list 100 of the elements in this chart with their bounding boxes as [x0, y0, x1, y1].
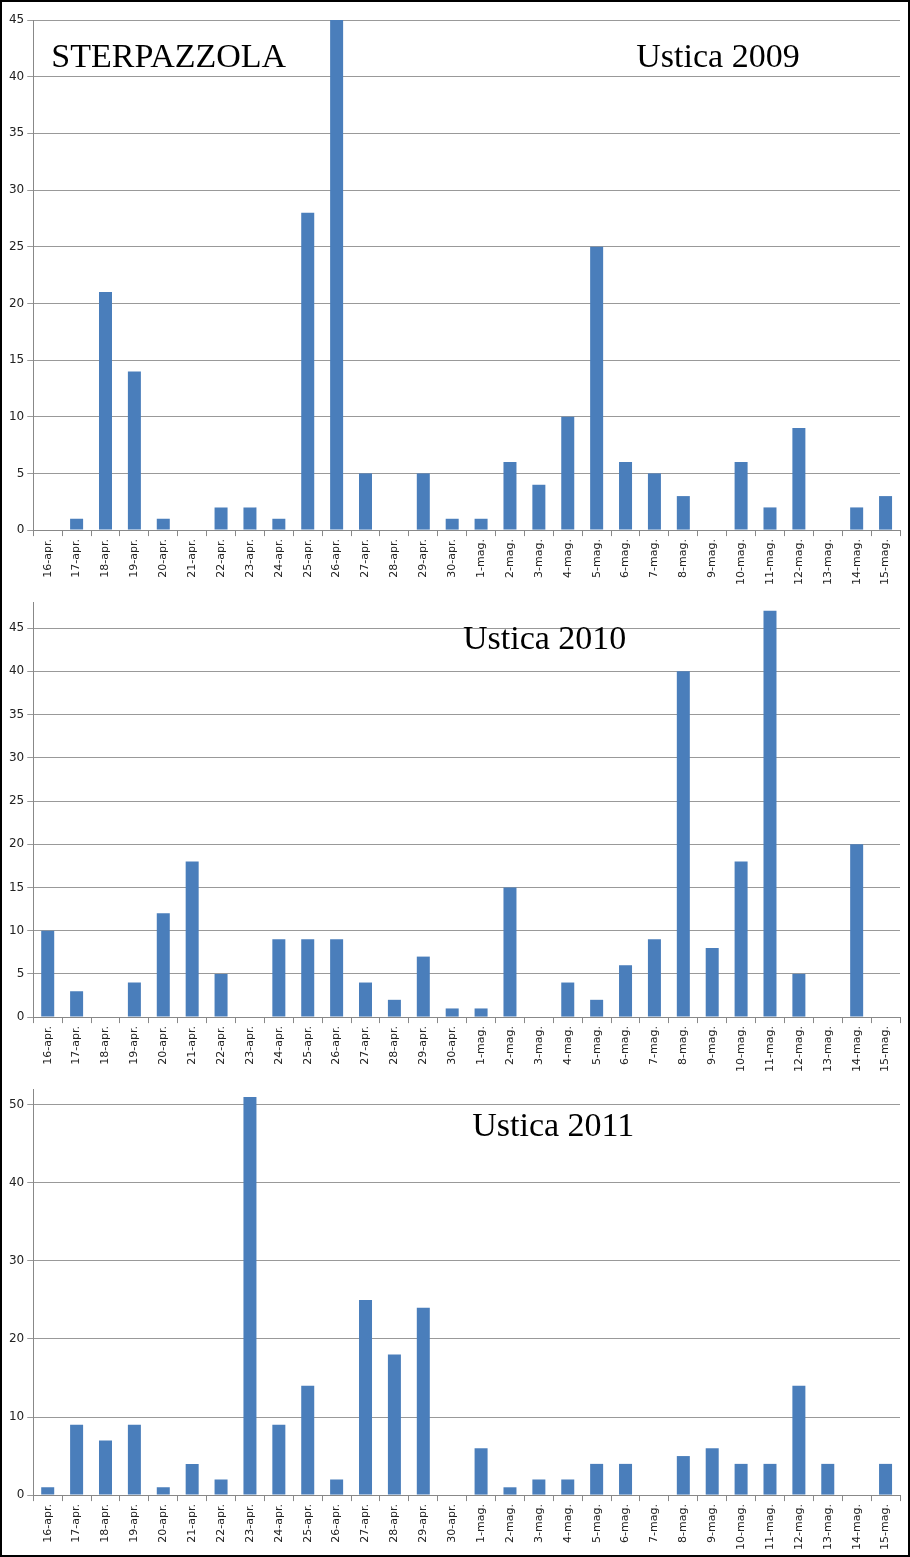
bar [272, 518, 286, 530]
y-tick-label: 0 [16, 1009, 25, 1024]
bar [214, 973, 228, 1017]
x-tick-label: 21-apr. [185, 1026, 199, 1065]
x-tick-label: 16-apr. [40, 1026, 54, 1065]
y-tick-label: 5 [16, 966, 25, 981]
bar [676, 671, 690, 1017]
x-tick-label: 11-mag. [762, 1504, 776, 1550]
bar [734, 462, 748, 530]
bar [272, 1424, 286, 1495]
x-tick-label: 24-apr. [271, 539, 285, 578]
x-tick-label: 3-mag. [531, 1504, 545, 1543]
bar [330, 1479, 344, 1495]
x-tick-label: 3-mag. [531, 1026, 545, 1065]
x-tick-label: 6-mag. [618, 1504, 632, 1543]
x-tick-label: 20-apr. [156, 1026, 170, 1065]
x-tick-label: 8-mag. [676, 539, 690, 578]
bar [445, 518, 459, 530]
x-tick-label: 10-mag. [733, 539, 747, 585]
bar [619, 462, 633, 530]
x-tick-label: 20-apr. [156, 539, 170, 578]
y-tick-label: 0 [16, 1487, 25, 1502]
x-tick-label: 8-mag. [676, 1026, 690, 1065]
x-tick-label: 17-apr. [69, 539, 83, 578]
x-tick-label: 12-mag. [791, 1504, 805, 1550]
bar [99, 292, 112, 530]
bar [330, 20, 344, 530]
x-tick-label: 27-apr. [358, 1504, 372, 1543]
bar [734, 861, 748, 1017]
bar [705, 947, 719, 1017]
bar [503, 462, 517, 530]
x-tick-label: 22-apr. [213, 539, 227, 578]
x-tick-label: 11-mag. [762, 1026, 776, 1072]
bar [416, 473, 430, 530]
x-tick-label: 4-mag. [560, 539, 574, 578]
x-tick-label: 10-mag. [733, 1026, 747, 1072]
bar [503, 1487, 517, 1495]
bar [763, 610, 777, 1017]
bar [561, 1479, 575, 1495]
bar [387, 1354, 401, 1495]
bar [41, 1487, 55, 1495]
x-tick-label: 14-mag. [849, 1504, 863, 1550]
bar [532, 1479, 546, 1495]
x-tick-label: 24-apr. [271, 1504, 285, 1543]
y-tick-label: 40 [8, 663, 25, 678]
x-tick-label: 19-apr. [127, 1026, 141, 1065]
x-tick-label: 26-apr. [329, 539, 343, 578]
x-tick-label: 26-apr. [329, 1504, 343, 1543]
y-tick-label: 50 [8, 1096, 25, 1111]
bar [330, 939, 344, 1017]
x-tick-label: 21-apr. [185, 1504, 199, 1543]
x-tick-label: 27-apr. [358, 1026, 372, 1065]
y-tick-label: 25 [8, 793, 25, 808]
x-tick-label: 3-mag. [531, 539, 545, 578]
x-tick-label: 25-apr. [300, 1504, 314, 1543]
x-tick-label: 29-apr. [416, 1026, 430, 1065]
bar [879, 496, 893, 530]
bar [619, 965, 633, 1017]
x-tick-label: 18-apr. [98, 1504, 112, 1543]
bar [214, 507, 228, 530]
x-tick-label: 5-mag. [589, 539, 603, 578]
bar [41, 930, 55, 1017]
bar [792, 973, 806, 1017]
x-tick-label: 29-apr. [416, 1504, 430, 1543]
y-tick-label: 20 [8, 1331, 25, 1346]
bar [532, 484, 546, 530]
bar [503, 887, 517, 1017]
x-tick-label: 25-apr. [300, 539, 314, 578]
bar [127, 982, 141, 1017]
x-tick-label: 6-mag. [618, 539, 632, 578]
x-tick-label: 17-apr. [69, 1026, 83, 1065]
x-tick-label: 7-mag. [647, 1504, 661, 1543]
x-tick-label: 5-mag. [589, 1504, 603, 1543]
bar [647, 473, 661, 530]
bar [387, 999, 401, 1017]
x-tick-label: 10-mag. [733, 1504, 747, 1550]
text: Ustica 2009 [636, 36, 800, 74]
y-tick-label: 35 [8, 125, 25, 140]
x-tick-label: 4-mag. [560, 1026, 574, 1065]
bar [619, 1463, 633, 1495]
bar [590, 246, 604, 530]
bar [590, 1463, 604, 1495]
x-tick-label: 26-apr. [329, 1026, 343, 1065]
x-tick-label: 15-mag. [878, 1026, 892, 1072]
x-tick-label: 9-mag. [705, 1026, 719, 1065]
x-tick-label: 15-mag. [878, 1504, 892, 1550]
x-tick-label: 23-apr. [242, 1504, 256, 1543]
bar [416, 1307, 430, 1495]
bar [185, 861, 199, 1017]
bar [70, 518, 84, 530]
bar [821, 1463, 835, 1495]
bar [561, 416, 575, 530]
y-tick-label: 10 [8, 1409, 25, 1424]
x-tick-label: 30-apr. [445, 539, 459, 578]
bar [676, 496, 690, 530]
bar [70, 1424, 84, 1495]
x-tick-label: 15-mag. [878, 539, 892, 585]
x-tick-label: 28-apr. [387, 1504, 401, 1543]
x-tick-label: 13-mag. [820, 539, 834, 585]
x-tick-label: 5-mag. [589, 1026, 603, 1065]
